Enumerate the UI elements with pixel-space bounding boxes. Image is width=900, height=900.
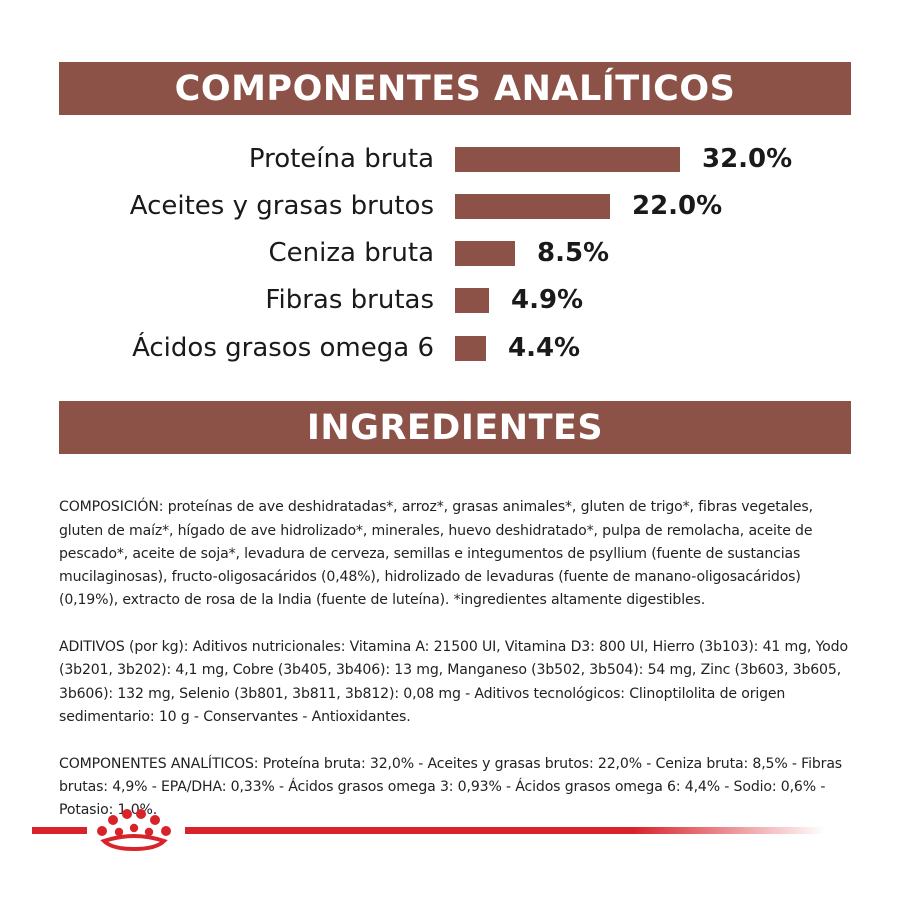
footer-line-right [185,827,825,834]
composition-paragraph: COMPOSICIÓN: proteínas de ave deshidrata… [59,499,813,609]
bar [455,241,515,266]
analytical-paragraph: COMPONENTES ANALÍTICOS: Proteína bruta: … [59,755,842,819]
footer-line-left [32,827,87,834]
analytics-header: COMPONENTES ANALÍTICOS [59,62,851,115]
bar-label: Proteína bruta [248,144,434,174]
bar-label: Fibras brutas [265,285,434,315]
chart-row: Ácidos grasos omega 6 4.4% [0,326,900,370]
bar-value-label: 22.0% [632,191,723,221]
bar-label: Aceites y grasas brutos [129,191,434,221]
ingredients-header: INGREDIENTES [59,401,851,454]
chart-row: Fibras brutas 4.9% [0,278,900,322]
bar [455,147,680,172]
additives-paragraph: ADITIVOS (por kg): Aditivos nutricionale… [59,639,848,725]
brand-footer [32,805,832,855]
bar [455,194,610,219]
bar-label: Ácidos grasos omega 6 [132,333,434,363]
bar-value-label: 4.4% [508,333,581,363]
chart-row: Proteína bruta 32.0% [0,137,900,181]
chart-row: Aceites y grasas brutos 22.0% [0,184,900,228]
bar-label: Ceniza bruta [268,238,435,268]
chart-row: Ceniza bruta 8.5% [0,231,900,275]
bar [455,336,486,361]
ingredients-text: COMPOSICIÓN: proteínas de ave deshidrata… [59,473,859,846]
bar-value-label: 8.5% [537,238,610,268]
bar-value-label: 32.0% [702,144,793,174]
crown-icon [97,809,171,852]
bar-value-label: 4.9% [511,285,584,315]
bar [455,288,489,313]
